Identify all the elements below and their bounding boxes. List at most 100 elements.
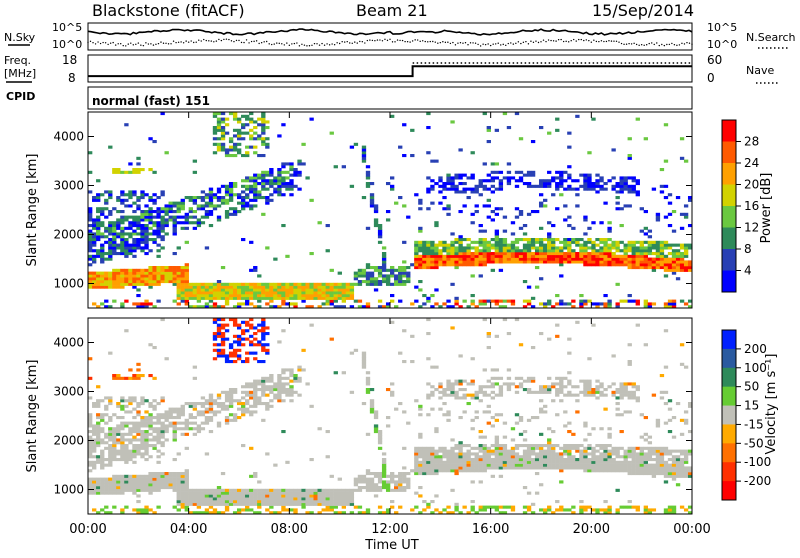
velocity-cell (434, 461, 438, 464)
power-cell (124, 218, 128, 221)
velocity-cell (374, 410, 378, 413)
velocity-cell (120, 450, 124, 453)
velocity-cell (487, 458, 491, 461)
velocity-cell (245, 352, 249, 355)
velocity-cell (511, 508, 515, 511)
power-cell (128, 252, 132, 255)
velocity-cell (507, 388, 511, 391)
power-cell (648, 249, 652, 252)
power-cell (330, 132, 334, 135)
velocity-cell (213, 500, 217, 503)
power-cell (583, 176, 587, 179)
velocity-cell (156, 438, 160, 441)
noise-search-dot (394, 41, 395, 42)
power-cell (467, 246, 471, 249)
power-cell (422, 246, 426, 249)
power-cell (591, 258, 595, 261)
velocity-cell (547, 464, 551, 467)
velocity-cell (483, 469, 487, 472)
velocity-cell (446, 450, 450, 453)
velocity-cell (96, 478, 100, 481)
power-cell (285, 288, 289, 291)
power-cell (144, 227, 148, 230)
velocity-cell (152, 447, 156, 450)
power-cell (487, 241, 491, 244)
power-cell (281, 123, 285, 126)
velocity-cell (354, 506, 358, 509)
velocity-cell (551, 452, 555, 455)
velocity-cell (165, 410, 169, 413)
power-cell (354, 143, 358, 146)
power-cell (611, 188, 615, 191)
velocity-cell (132, 461, 136, 464)
power-cell (640, 252, 644, 255)
noise-search-dot (487, 43, 488, 44)
velocity-cell (587, 433, 591, 436)
power-cell (535, 266, 539, 269)
power-cell (177, 207, 181, 210)
power-cell (563, 252, 567, 255)
velocity-cell (261, 394, 265, 397)
velocity-cell (104, 433, 108, 436)
velocity-cell (487, 380, 491, 383)
power-cell (309, 297, 313, 300)
power-cell (305, 291, 309, 294)
power-cell (652, 241, 656, 244)
power-cell (579, 249, 583, 252)
velocity-cell (422, 455, 426, 458)
power-cell (132, 202, 136, 205)
velocity-cell (144, 424, 148, 427)
power-cell (664, 185, 668, 188)
velocity-cell (515, 464, 519, 467)
power-cell (660, 190, 664, 193)
power-cell (209, 204, 213, 207)
power-cell (442, 241, 446, 244)
power-cell (120, 286, 124, 289)
velocity-cell (567, 461, 571, 464)
velocity-cell (410, 335, 414, 338)
velocity-cell (503, 436, 507, 439)
power-cell (245, 132, 249, 135)
power-cell (559, 300, 563, 303)
power-cell (92, 218, 96, 221)
velocity-cell (370, 399, 374, 402)
power-cell (426, 244, 430, 247)
velocity-cell (120, 424, 124, 427)
power-cell (334, 291, 338, 294)
velocity-cell (88, 461, 92, 464)
power-cell (426, 188, 430, 191)
power-cell (628, 157, 632, 160)
power-cell (241, 132, 245, 135)
velocity-cell (543, 385, 547, 388)
power-cell (648, 258, 652, 261)
power-cell (636, 193, 640, 196)
velocity-cell (551, 464, 555, 467)
velocity-cell (88, 377, 92, 380)
velocity-cell (402, 480, 406, 483)
power-cell (104, 199, 108, 202)
velocity-cell (233, 500, 237, 503)
power-cell (269, 286, 273, 289)
velocity-cell (386, 486, 390, 489)
velocity-cell (386, 424, 390, 427)
velocity-cell (539, 458, 543, 461)
velocity-cell (160, 424, 164, 427)
velocity-cell (648, 450, 652, 453)
power-cell (422, 266, 426, 269)
power-cell (293, 294, 297, 297)
velocity-cell (281, 399, 285, 402)
power-cell (462, 258, 466, 261)
noise-search-dot (163, 43, 164, 44)
velocity-cell (644, 433, 648, 436)
noise-search-dot (118, 43, 119, 44)
power-cell (221, 129, 225, 132)
power-cell (277, 193, 281, 196)
power-cell (209, 288, 213, 291)
velocity-cell (116, 489, 120, 492)
power-cell (418, 258, 422, 261)
power-cell (92, 260, 96, 263)
power-cell (225, 210, 229, 213)
power-cell (652, 266, 656, 269)
power-cell (213, 302, 217, 305)
velocity-cell (120, 458, 124, 461)
